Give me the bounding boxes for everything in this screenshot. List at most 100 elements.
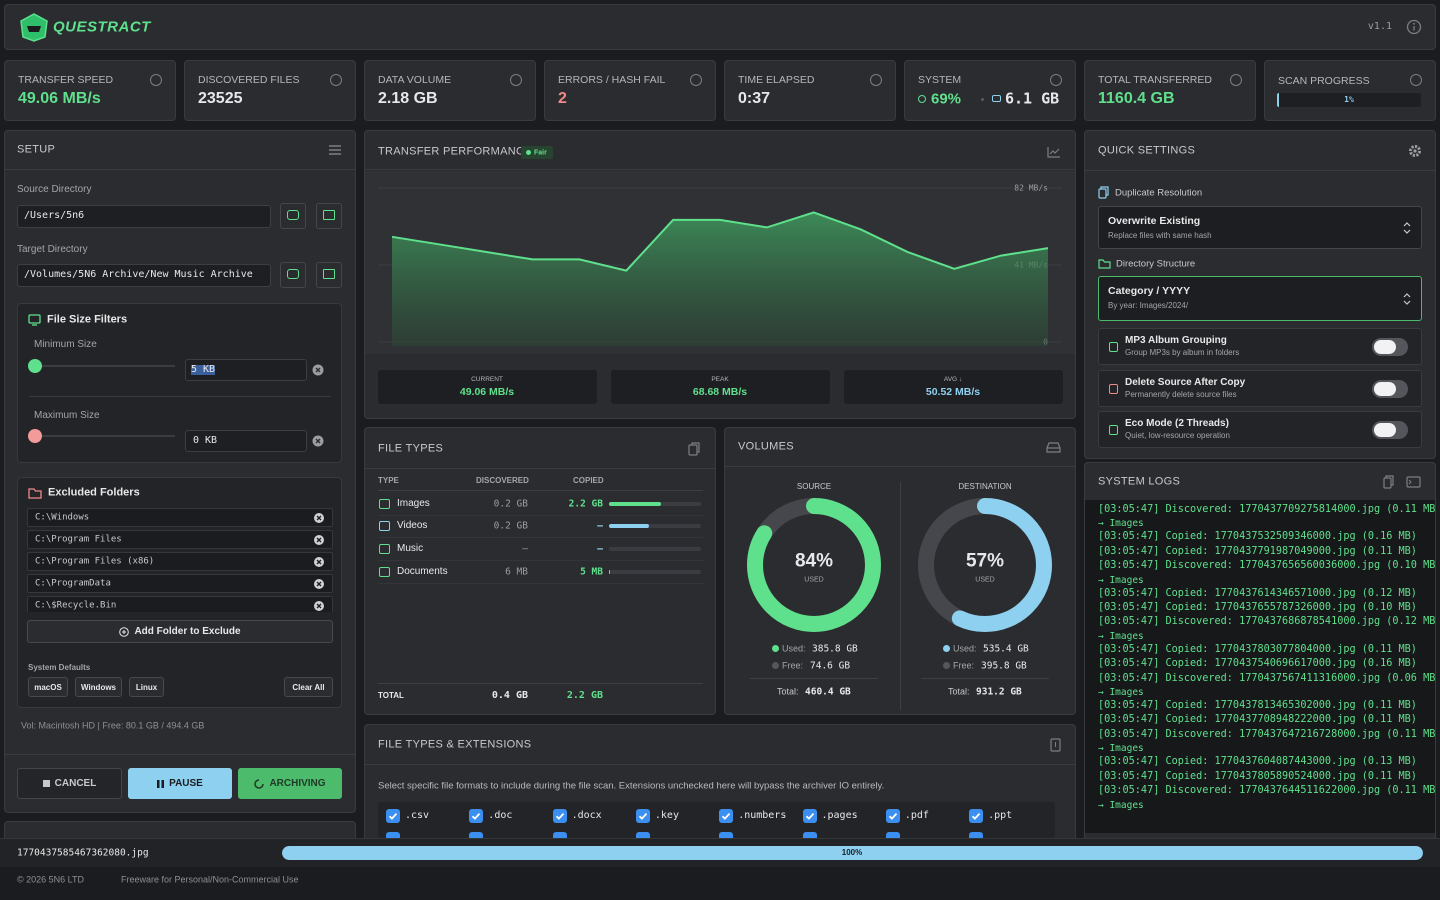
preset-button[interactable]: Windows [75, 677, 122, 697]
checkbox[interactable] [386, 809, 400, 823]
donut [918, 498, 1052, 632]
toggle-title: Delete Source After Copy [1125, 377, 1246, 388]
copy-icon[interactable] [1383, 475, 1394, 489]
drive-button[interactable] [280, 203, 306, 229]
remove-icon[interactable] [314, 557, 324, 567]
divider [29, 396, 331, 397]
cancel-button[interactable]: CANCEL [17, 768, 122, 799]
checkbox[interactable] [635, 809, 650, 823]
checkbox[interactable] [719, 809, 734, 823]
file-icon[interactable] [1050, 738, 1061, 752]
drive-icon[interactable] [1046, 441, 1061, 453]
browse-button[interactable] [316, 262, 342, 288]
type-name: Videos [397, 520, 428, 531]
type-icon [379, 521, 390, 531]
stat-dot [981, 98, 984, 101]
used-caption: USED [975, 576, 995, 584]
current-file: 1770437585467362080.jpg [17, 847, 149, 859]
stat-label: SCAN PROGRESS [1278, 74, 1370, 87]
min-size-input[interactable] [185, 359, 307, 381]
drive-button[interactable] [280, 262, 306, 288]
add-folder-button[interactable]: Add Folder to Exclude [27, 620, 333, 643]
column-header: TYPE [378, 476, 399, 485]
total-copied: 2.2 GB [566, 690, 603, 701]
stat-dot [918, 95, 926, 103]
donut-arc [747, 498, 881, 632]
preset-button[interactable]: macOS [28, 677, 68, 697]
checkbox[interactable] [552, 832, 567, 838]
pause-button[interactable]: PAUSE [128, 768, 232, 799]
checkbox-box [552, 832, 567, 838]
checkbox[interactable] [635, 832, 650, 838]
toggle-switch[interactable] [1372, 338, 1408, 356]
checkbox[interactable] [719, 832, 734, 838]
gear-icon[interactable] [1408, 144, 1422, 158]
copy-track [609, 547, 701, 551]
donut-arc [918, 498, 1052, 632]
checkbox[interactable] [885, 809, 900, 823]
target-input[interactable] [17, 264, 271, 287]
log-line: [03:05:47] Discovered: 17704376565600360… [1098, 560, 1435, 572]
total-label: TOTAL [378, 691, 404, 700]
legend-label: Free: [953, 660, 975, 671]
source-input[interactable] [17, 205, 271, 228]
discovered: – [522, 543, 528, 555]
checkbox-box [469, 832, 484, 838]
checkbox[interactable] [802, 832, 817, 838]
area [392, 212, 1048, 346]
stat-icon [1050, 74, 1062, 86]
remove-icon[interactable] [314, 513, 324, 523]
row-divider [378, 537, 703, 538]
header [4, 4, 1436, 50]
setting-label: Duplicate Resolution [1115, 187, 1203, 199]
duplicate-select[interactable] [1098, 206, 1422, 249]
metric-box [844, 370, 1063, 404]
archiving-button[interactable]: ARCHIVING [238, 768, 342, 799]
stat-label: TIME ELAPSED [738, 73, 815, 86]
button-icon [287, 269, 299, 279]
remove-icon[interactable] [314, 579, 324, 589]
preset-button[interactable]: Linux [129, 677, 164, 697]
field-label: Source Directory [17, 184, 92, 195]
clear-all-button[interactable]: Clear All [284, 677, 333, 697]
remove-icon[interactable] [314, 535, 324, 545]
terminal-icon[interactable] [1406, 476, 1421, 488]
checkbox[interactable] [469, 809, 484, 823]
toggle-switch[interactable] [1372, 380, 1408, 398]
clear-icon[interactable] [312, 435, 324, 447]
checkmark [888, 812, 897, 820]
checkbox[interactable] [885, 832, 900, 838]
checkbox[interactable] [969, 832, 984, 838]
copy-icon[interactable] [688, 442, 700, 456]
clear-icon[interactable] [312, 364, 324, 376]
checkbox[interactable] [386, 832, 400, 838]
legend-value: 395.8 GB [981, 660, 1027, 672]
filter-icon [28, 314, 41, 326]
max-size-input[interactable] [185, 430, 307, 452]
copied: – [597, 520, 603, 532]
slider-thumb[interactable] [28, 359, 42, 373]
structure-select[interactable] [1098, 276, 1422, 321]
metric-label: AVG ↓ [943, 375, 963, 383]
toggle-switch[interactable] [1372, 421, 1408, 439]
total-label: Total: [777, 686, 799, 697]
checkbox[interactable] [469, 832, 484, 838]
legend-label: Used: [782, 643, 806, 654]
donut [747, 498, 881, 632]
stat-value: 0:37 [738, 90, 771, 107]
checkbox[interactable] [552, 809, 567, 823]
extension-label: .csv [405, 810, 430, 821]
info-icon[interactable] [1406, 19, 1422, 35]
browse-button[interactable] [316, 203, 342, 229]
toggle-desc: Permanently delete source files [1125, 390, 1237, 399]
checkbox[interactable] [802, 809, 817, 823]
checkbox[interactable] [969, 809, 984, 823]
checkmark [555, 812, 564, 820]
slider-thumb[interactable] [28, 429, 42, 443]
settings-icon[interactable] [328, 144, 342, 156]
stat-value: 6.1 GB [1005, 89, 1060, 108]
extension-label: .pages [821, 810, 858, 821]
chart-icon[interactable] [1047, 146, 1061, 158]
remove-icon[interactable] [314, 601, 324, 611]
copy-track [609, 570, 701, 574]
